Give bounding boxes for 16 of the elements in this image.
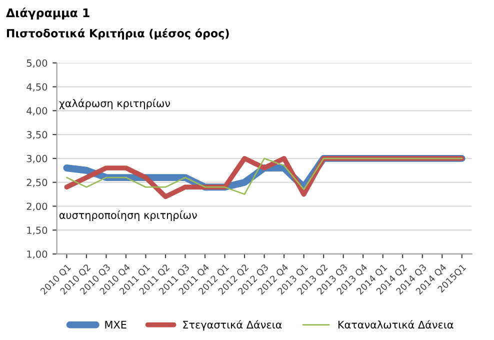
annotation: χαλάρωση κριτηρίων xyxy=(59,98,170,110)
legend-label: Καταναλωτικά Δάνεια xyxy=(338,320,454,329)
y-tick-label: 1,50 xyxy=(27,226,48,235)
legend-label: ΜΧΕ xyxy=(105,320,126,328)
y-tick-label: 3,00 xyxy=(26,154,48,164)
y-tick-label: 2,50 xyxy=(26,178,48,188)
y-tick-label: 1,00 xyxy=(27,250,48,259)
legend-label: Στεγαστικά Δάνεια xyxy=(183,320,282,331)
chart-subtitle: Πιστοδοτικά Κριτήρια (μέσος όρος) xyxy=(6,28,229,40)
y-tick-label: 4,00 xyxy=(26,107,48,116)
y-tick-label: 5,00 xyxy=(26,59,48,68)
annotation: αυστηροποίηση κριτηρίων xyxy=(59,210,197,222)
y-tick-label: 4,50 xyxy=(26,83,48,92)
chart-title: Διάγραμμα 1 xyxy=(6,8,90,20)
y-tick-label: 2,00 xyxy=(26,202,48,212)
y-tick-label: 3,50 xyxy=(26,131,48,140)
